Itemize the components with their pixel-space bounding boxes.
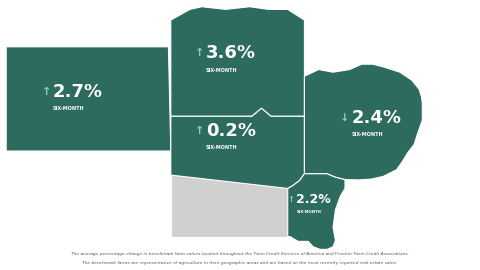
Polygon shape (288, 174, 345, 249)
Text: ↑: ↑ (42, 87, 51, 97)
Polygon shape (171, 175, 288, 237)
Text: ↑: ↑ (195, 49, 204, 59)
Text: 2.4%: 2.4% (351, 109, 401, 127)
Text: 0.2%: 0.2% (205, 122, 256, 140)
Text: 2.2%: 2.2% (296, 193, 331, 206)
Text: SIX-MONTH: SIX-MONTH (53, 106, 84, 111)
Text: ↓: ↓ (340, 113, 349, 123)
Text: 2.7%: 2.7% (53, 83, 103, 101)
Polygon shape (304, 64, 422, 180)
Text: 3.6%: 3.6% (205, 45, 256, 62)
Text: SIX-MONTH: SIX-MONTH (296, 211, 321, 214)
Text: SIX-MONTH: SIX-MONTH (205, 68, 237, 73)
Text: The average percentage change in benchmark farm values located throughout the Fa: The average percentage change in benchma… (71, 252, 409, 256)
Polygon shape (171, 108, 304, 188)
Text: SIX-MONTH: SIX-MONTH (351, 132, 383, 137)
Text: The benchmark farms are representative of agriculture in their geographic areas : The benchmark farms are representative o… (83, 261, 397, 265)
Text: ↑: ↑ (288, 195, 295, 204)
Text: ↑: ↑ (195, 126, 204, 136)
Polygon shape (171, 7, 304, 116)
Polygon shape (6, 47, 171, 151)
Text: SIX-MONTH: SIX-MONTH (205, 145, 237, 150)
